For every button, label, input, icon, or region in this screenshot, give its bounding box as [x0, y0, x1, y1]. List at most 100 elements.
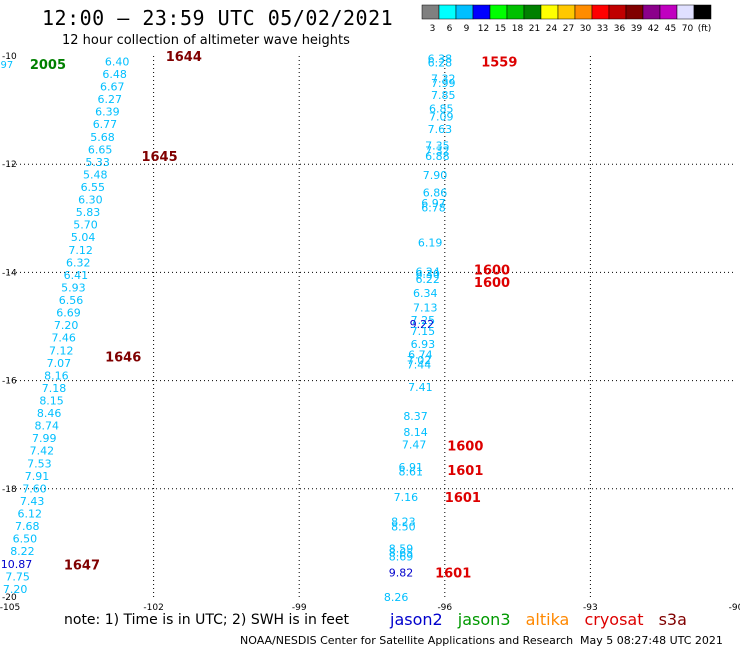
wave-height-label: 7.20: [3, 583, 28, 596]
x-tick-label: -93: [583, 603, 598, 613]
wave-height-label: 8.22: [10, 545, 35, 558]
wave-height-label: 6.40: [105, 55, 130, 68]
colorbar-swatch: [523, 4, 542, 20]
time-label: 1559: [481, 55, 517, 70]
colorbar-label: 30: [580, 24, 592, 34]
wave-height-label: 5.33: [85, 156, 110, 169]
wave-height-label: 8.16: [44, 369, 69, 382]
colorbar-swatch: [506, 4, 525, 20]
wave-height-label: 7.35: [425, 139, 450, 152]
wave-height-label: 7.42: [30, 445, 55, 458]
wave-height-label: 7.99: [431, 77, 456, 90]
wave-height-label: 6.88: [425, 150, 450, 163]
wave-height-label: 7.07: [47, 357, 72, 370]
wave-height-label: 7.32: [425, 145, 450, 158]
wave-height-label: 7.13: [413, 302, 438, 315]
colorbar-swatch: [557, 4, 576, 20]
colorbar-label: 12: [478, 24, 489, 34]
wave-height-label: 6.56: [59, 294, 84, 307]
wave-height-label: 7.43: [20, 495, 45, 508]
colorbar-swatch: [489, 4, 508, 20]
time-label: 1601: [435, 567, 471, 582]
credit-line: NOAA/NESDIS Center for Satellite Applica…: [240, 634, 574, 647]
wave-height-label: 7.46: [51, 332, 76, 345]
x-tick-label: -90: [729, 603, 740, 613]
colorbar-label: 21: [529, 24, 540, 34]
wave-height-label: 6.55: [81, 181, 106, 194]
wave-height-label: 6.34: [413, 287, 438, 300]
colorbar-swatch: [625, 4, 644, 20]
time-label: 1600: [447, 440, 483, 455]
wave-height-label: 7.99: [32, 432, 57, 445]
timestamp: May 5 08:27:48 UTC 2021: [580, 634, 723, 647]
wave-height-label: 7.44: [407, 358, 432, 371]
wave-height-label: 6.19: [418, 237, 443, 250]
wave-height-label: 8.74: [34, 420, 59, 433]
colorbar-label: 9: [464, 24, 470, 34]
colorbar-swatch: [472, 4, 491, 20]
wave-height-label: 7.47: [402, 438, 427, 451]
x-tick-label: -96: [437, 603, 452, 613]
wave-height-label: 7.18: [42, 382, 67, 395]
wave-height-label: 8.23: [391, 515, 416, 528]
colorbar-label: 6: [447, 24, 453, 34]
wave-height-label: 6.50: [13, 533, 38, 546]
wave-height-label: 6.77: [93, 118, 118, 131]
wave-height-label: 8.26: [384, 591, 409, 604]
plot-frame: [8, 56, 736, 597]
time-label: 2005: [30, 58, 66, 73]
colorbar-swatch: [642, 4, 661, 20]
chart-title: 12:00 — 23:59 UTC 05/02/2021: [42, 6, 394, 30]
wave-height-label: 6.85: [429, 102, 454, 115]
colorbar-swatch: [659, 4, 678, 20]
wave-height-label: 6.30: [415, 268, 440, 281]
time-label: 1600: [474, 276, 510, 291]
wave-height-label: 6.91: [398, 461, 423, 474]
colorbar-swatch: [591, 4, 610, 20]
colorbar-label: 45: [665, 24, 676, 34]
wave-height-label: 6.22: [415, 273, 440, 286]
colorbar-swatch: [455, 4, 474, 20]
x-tick-label: -102: [143, 603, 163, 613]
wave-height-label: 5.04: [71, 231, 96, 244]
time-label: 1647: [64, 559, 100, 574]
legend-cryosat: cryosat: [584, 610, 644, 629]
wave-height-label: 10.87: [1, 558, 33, 571]
wave-height-label: 7.90: [423, 169, 448, 182]
time-label: 1646: [105, 350, 141, 365]
wave-height-label: 6.78: [421, 201, 446, 214]
wave-height-label: 6.28: [428, 56, 453, 69]
wave-height-label: 6.12: [17, 508, 42, 521]
colorbar-label: 36: [614, 24, 626, 34]
wave-height-label: 7.91: [25, 470, 50, 483]
colorbar-swatch: [540, 4, 559, 20]
wave-height-label: 6.27: [98, 93, 123, 106]
y-tick-label: -12: [2, 160, 17, 170]
wave-height-label: 6.65: [88, 143, 113, 156]
colorbar-swatch: [693, 4, 712, 20]
wave-height-label: 8.46: [37, 407, 62, 420]
legend-jason3: jason3: [457, 610, 511, 629]
wave-height-label: 7.09: [429, 111, 454, 124]
wave-height-label: 6.39: [95, 106, 120, 119]
colorbar-swatch: [574, 4, 593, 20]
wave-height-label: 8.15: [39, 395, 64, 408]
wave-height-label: 5.93: [61, 281, 86, 294]
time-label: 1644: [166, 50, 202, 65]
wave-height-label: 5.48: [83, 168, 108, 181]
wave-height-label: 7.02: [407, 354, 432, 367]
wave-height-label: 7.60: [22, 482, 47, 495]
colorbar-swatch: [421, 4, 440, 20]
wave-height-label: 7.41: [408, 381, 433, 394]
colorbar-label: 24: [546, 24, 558, 34]
wave-height-label: 6.38: [428, 53, 453, 66]
wave-height-label: 7.20: [54, 319, 79, 332]
colorbar-label: 33: [597, 24, 608, 34]
wave-height-label: 7.16: [394, 491, 419, 504]
wave-height-label: 5.83: [76, 206, 101, 219]
wave-height-label: 6.74: [408, 349, 433, 362]
wave-height-label: 5.70: [73, 219, 98, 232]
legend-s3a: s3a: [658, 610, 687, 629]
y-tick-label: -18: [2, 485, 17, 495]
time-label: 1600: [474, 264, 510, 279]
